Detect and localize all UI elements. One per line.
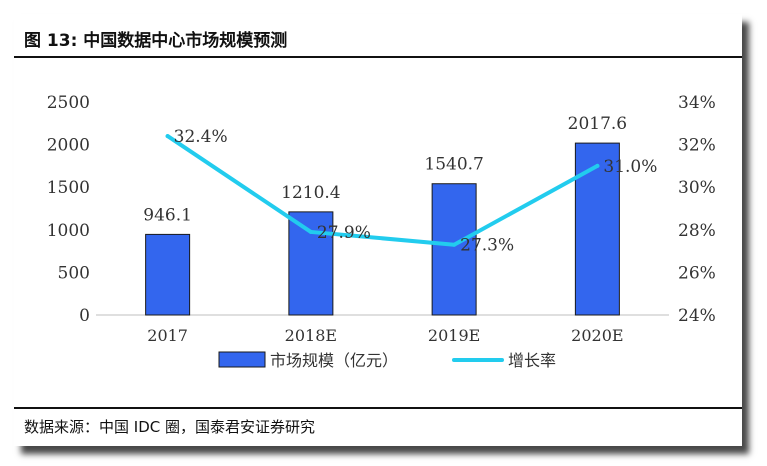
growth-rate-label: 27.3%	[460, 236, 514, 256]
x-tick-label: 2017	[147, 326, 188, 345]
bar-value-label: 946.1	[143, 205, 192, 225]
bar	[431, 183, 477, 316]
y-right-tick-label: 24%	[678, 306, 716, 326]
bar-value-label: 1540.7	[424, 155, 483, 175]
legend-bar-swatch	[218, 351, 266, 368]
y-left-tick-label: 0	[79, 306, 90, 326]
growth-rate-label: 27.9%	[317, 223, 371, 243]
y-left-tick-label: 2500	[47, 93, 90, 113]
y-right-tick-label: 26%	[678, 263, 716, 283]
data-source: 数据来源：中国 IDC 圈，国泰君安证券研究	[24, 418, 315, 436]
growth-rate-point	[165, 134, 170, 139]
y-left-tick-label: 1000	[47, 221, 90, 241]
growth-rate-point	[308, 229, 313, 234]
chart: 0 500 1000 1500 2000 2500 24% 26% 28% 30% 32% 34% 94…	[47, 93, 716, 370]
growth-rate-label: 32.4%	[174, 127, 228, 147]
growth-rate-label: 31.0%	[603, 157, 657, 177]
figure-card: 图 13: 中国数据中心市场规模预测 0 500 1000 1500 2000 2500 2…	[14, 14, 742, 446]
x-tick-label: 2019E	[428, 326, 480, 345]
legend-line-label: 增长率	[508, 351, 556, 370]
y-left-tick-label: 500	[58, 263, 90, 283]
x-tick-label: 2020E	[571, 326, 623, 345]
figure-title: 图 13: 中国数据中心市场规模预测	[24, 31, 288, 51]
y-right-tick-label: 32%	[678, 136, 716, 156]
y-left-tick-label: 2000	[47, 136, 90, 156]
y-right-tick-label: 34%	[678, 93, 716, 113]
legend-bar-label: 市场规模（亿元）	[270, 351, 398, 370]
title-rule	[14, 56, 742, 58]
bar	[288, 211, 334, 316]
y-right-tick-label: 30%	[678, 178, 716, 198]
growth-rate-point	[452, 242, 457, 247]
source-rule	[14, 407, 742, 409]
x-tick-label: 2018E	[285, 326, 337, 345]
y-right-tick-label: 28%	[678, 221, 716, 241]
bar-value-label: 2017.6	[568, 114, 627, 134]
bar-value-label: 1210.4	[281, 183, 340, 203]
growth-rate-line	[165, 134, 600, 247]
growth-rate-point	[595, 163, 600, 168]
y-left-tick-label: 1500	[47, 178, 90, 198]
bar	[145, 233, 191, 316]
